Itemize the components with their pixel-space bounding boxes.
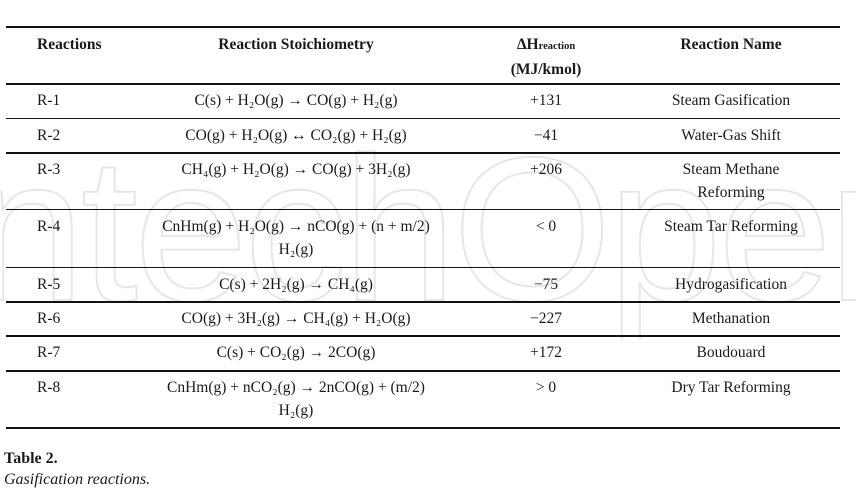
table-top-rule <box>6 26 840 28</box>
enthalpy-value: < 0 <box>535 218 557 235</box>
reaction-enthalpy: > 0 <box>486 376 606 399</box>
stoich-line: H₂(g) <box>278 241 314 258</box>
reaction-enthalpy: +172 <box>486 341 606 364</box>
reaction-id-text: R-5 <box>37 276 61 293</box>
enthalpy-value: −75 <box>533 276 559 293</box>
name-line: Methanation <box>691 310 771 327</box>
caption-text: Gasification reactions. <box>4 471 151 488</box>
reaction-id-text: R-8 <box>37 379 61 396</box>
name-line: Reforming <box>697 184 765 201</box>
enthalpy-subscript: reaction <box>538 41 576 52</box>
reaction-stoichiometry: C(s) + H₂O(g) → CO(g) + H₂(g) <box>121 89 471 112</box>
header-reactions: Reactions <box>37 36 102 53</box>
intechopen-watermark: IntechOpen <box>0 150 856 340</box>
reaction-id: R-7 <box>37 341 60 364</box>
reaction-enthalpy: +131 <box>486 89 606 112</box>
stoich-line: CO(g) + H₂O(g) ↔ CO₂(g) + H₂(g) <box>185 127 407 144</box>
reaction-id-text: R-3 <box>37 161 61 178</box>
reaction-stoichiometry: CO(g) + 3H₂(g) → CH₄(g) + H₂O(g) <box>121 307 471 330</box>
row-rule <box>6 267 840 269</box>
name-line: Steam Gasification <box>671 92 791 109</box>
header-stoichiometry: Reaction Stoichiometry <box>218 36 374 53</box>
reaction-name: Steam Methane Reforming <box>626 158 836 204</box>
reaction-id-text: R-7 <box>37 344 61 361</box>
row-rule <box>6 152 840 154</box>
header-rule <box>6 83 840 85</box>
reaction-name: Hydrogasification <box>626 273 836 296</box>
reaction-id-text: R-4 <box>37 218 61 235</box>
reaction-name: Dry Tar Reforming <box>626 376 836 399</box>
stoich-line: C(s) + H₂O(g) → CO(g) + H₂(g) <box>194 92 398 109</box>
header-enthalpy: ΔHreaction (MJ/kmol) <box>486 33 606 81</box>
enthalpy-value: +206 <box>530 161 562 178</box>
enthalpy-value: −41 <box>533 127 559 144</box>
reaction-id-text: R-6 <box>37 310 61 327</box>
reaction-stoichiometry: CO(g) + H₂O(g) ↔ CO₂(g) + H₂(g) <box>121 124 471 147</box>
stoich-line: C(s) + 2H₂(g) → CH₄(g) <box>219 276 373 293</box>
name-line: Dry Tar Reforming <box>671 379 791 396</box>
enthalpy-value: −227 <box>530 310 562 327</box>
name-line: Water-Gas Shift <box>681 127 781 144</box>
reaction-stoichiometry: CnHm(g) + H₂O(g) → nCO(g) + (n + m/2) H₂(… <box>121 215 471 261</box>
reaction-id: R-5 <box>37 273 60 296</box>
reaction-enthalpy: +206 <box>486 158 606 181</box>
reaction-id: R-6 <box>37 307 60 330</box>
stoich-line: H₂(g) <box>278 402 314 419</box>
reaction-stoichiometry: CH₄(g) + H₂O(g) → CO(g) + 3H₂(g) <box>121 158 471 181</box>
reaction-enthalpy: −227 <box>486 307 606 330</box>
reaction-id: R-4 <box>37 215 60 238</box>
reaction-stoichiometry: C(s) + 2H₂(g) → CH₄(g) <box>121 273 471 296</box>
row-rule <box>6 118 840 120</box>
reaction-id: R-1 <box>37 89 60 112</box>
reaction-id: R-3 <box>37 158 60 181</box>
stoich-line: CO(g) + 3H₂(g) → CH₄(g) + H₂O(g) <box>181 310 411 327</box>
enthalpy-unit: (MJ/kmol) <box>510 61 582 78</box>
reaction-name: Steam Gasification <box>626 89 836 112</box>
reaction-name: Boudouard <box>626 341 836 364</box>
reaction-id: R-2 <box>37 124 60 147</box>
reaction-stoichiometry: CnHm(g) + nCO₂(g) → 2nCO(g) + (m/2) H₂(g) <box>121 376 471 422</box>
row-rule <box>6 370 840 372</box>
enthalpy-value: +172 <box>530 344 562 361</box>
reaction-id: R-8 <box>37 376 60 399</box>
enthalpy-value: > 0 <box>535 379 557 396</box>
name-line: Steam Tar Reforming <box>664 218 798 235</box>
name-line: Hydrogasification <box>675 276 787 293</box>
name-line: Steam Methane <box>682 161 780 178</box>
reaction-enthalpy: < 0 <box>486 215 606 238</box>
reaction-enthalpy: −75 <box>486 273 606 296</box>
row-rule <box>6 209 840 211</box>
reaction-id-text: R-2 <box>37 127 61 144</box>
stoich-line: CH₄(g) + H₂O(g) → CO(g) + 3H₂(g) <box>181 161 411 178</box>
row-rule <box>6 427 840 429</box>
row-rule <box>6 335 840 337</box>
stoich-line: CnHm(g) + H₂O(g) → nCO(g) + (n + m/2) <box>162 218 430 235</box>
row-rule <box>6 301 840 303</box>
enthalpy-symbol: ΔH <box>516 36 539 53</box>
reaction-name: Water-Gas Shift <box>626 124 836 147</box>
reaction-enthalpy: −41 <box>486 124 606 147</box>
enthalpy-value: +131 <box>530 92 562 109</box>
reaction-name: Methanation <box>626 307 836 330</box>
header-name: Reaction Name <box>680 36 782 53</box>
reaction-stoichiometry: C(s) + CO₂(g) → 2CO(g) <box>121 341 471 364</box>
svg-text:IntechOpen: IntechOpen <box>0 150 856 340</box>
caption-title: Table 2. <box>4 450 58 467</box>
reaction-name: Steam Tar Reforming <box>626 215 836 238</box>
stoich-line: CnHm(g) + nCO₂(g) → 2nCO(g) + (m/2) <box>167 379 425 396</box>
reaction-id-text: R-1 <box>37 92 61 109</box>
stoich-line: C(s) + CO₂(g) → 2CO(g) <box>216 344 376 361</box>
name-line: Boudouard <box>696 344 766 361</box>
